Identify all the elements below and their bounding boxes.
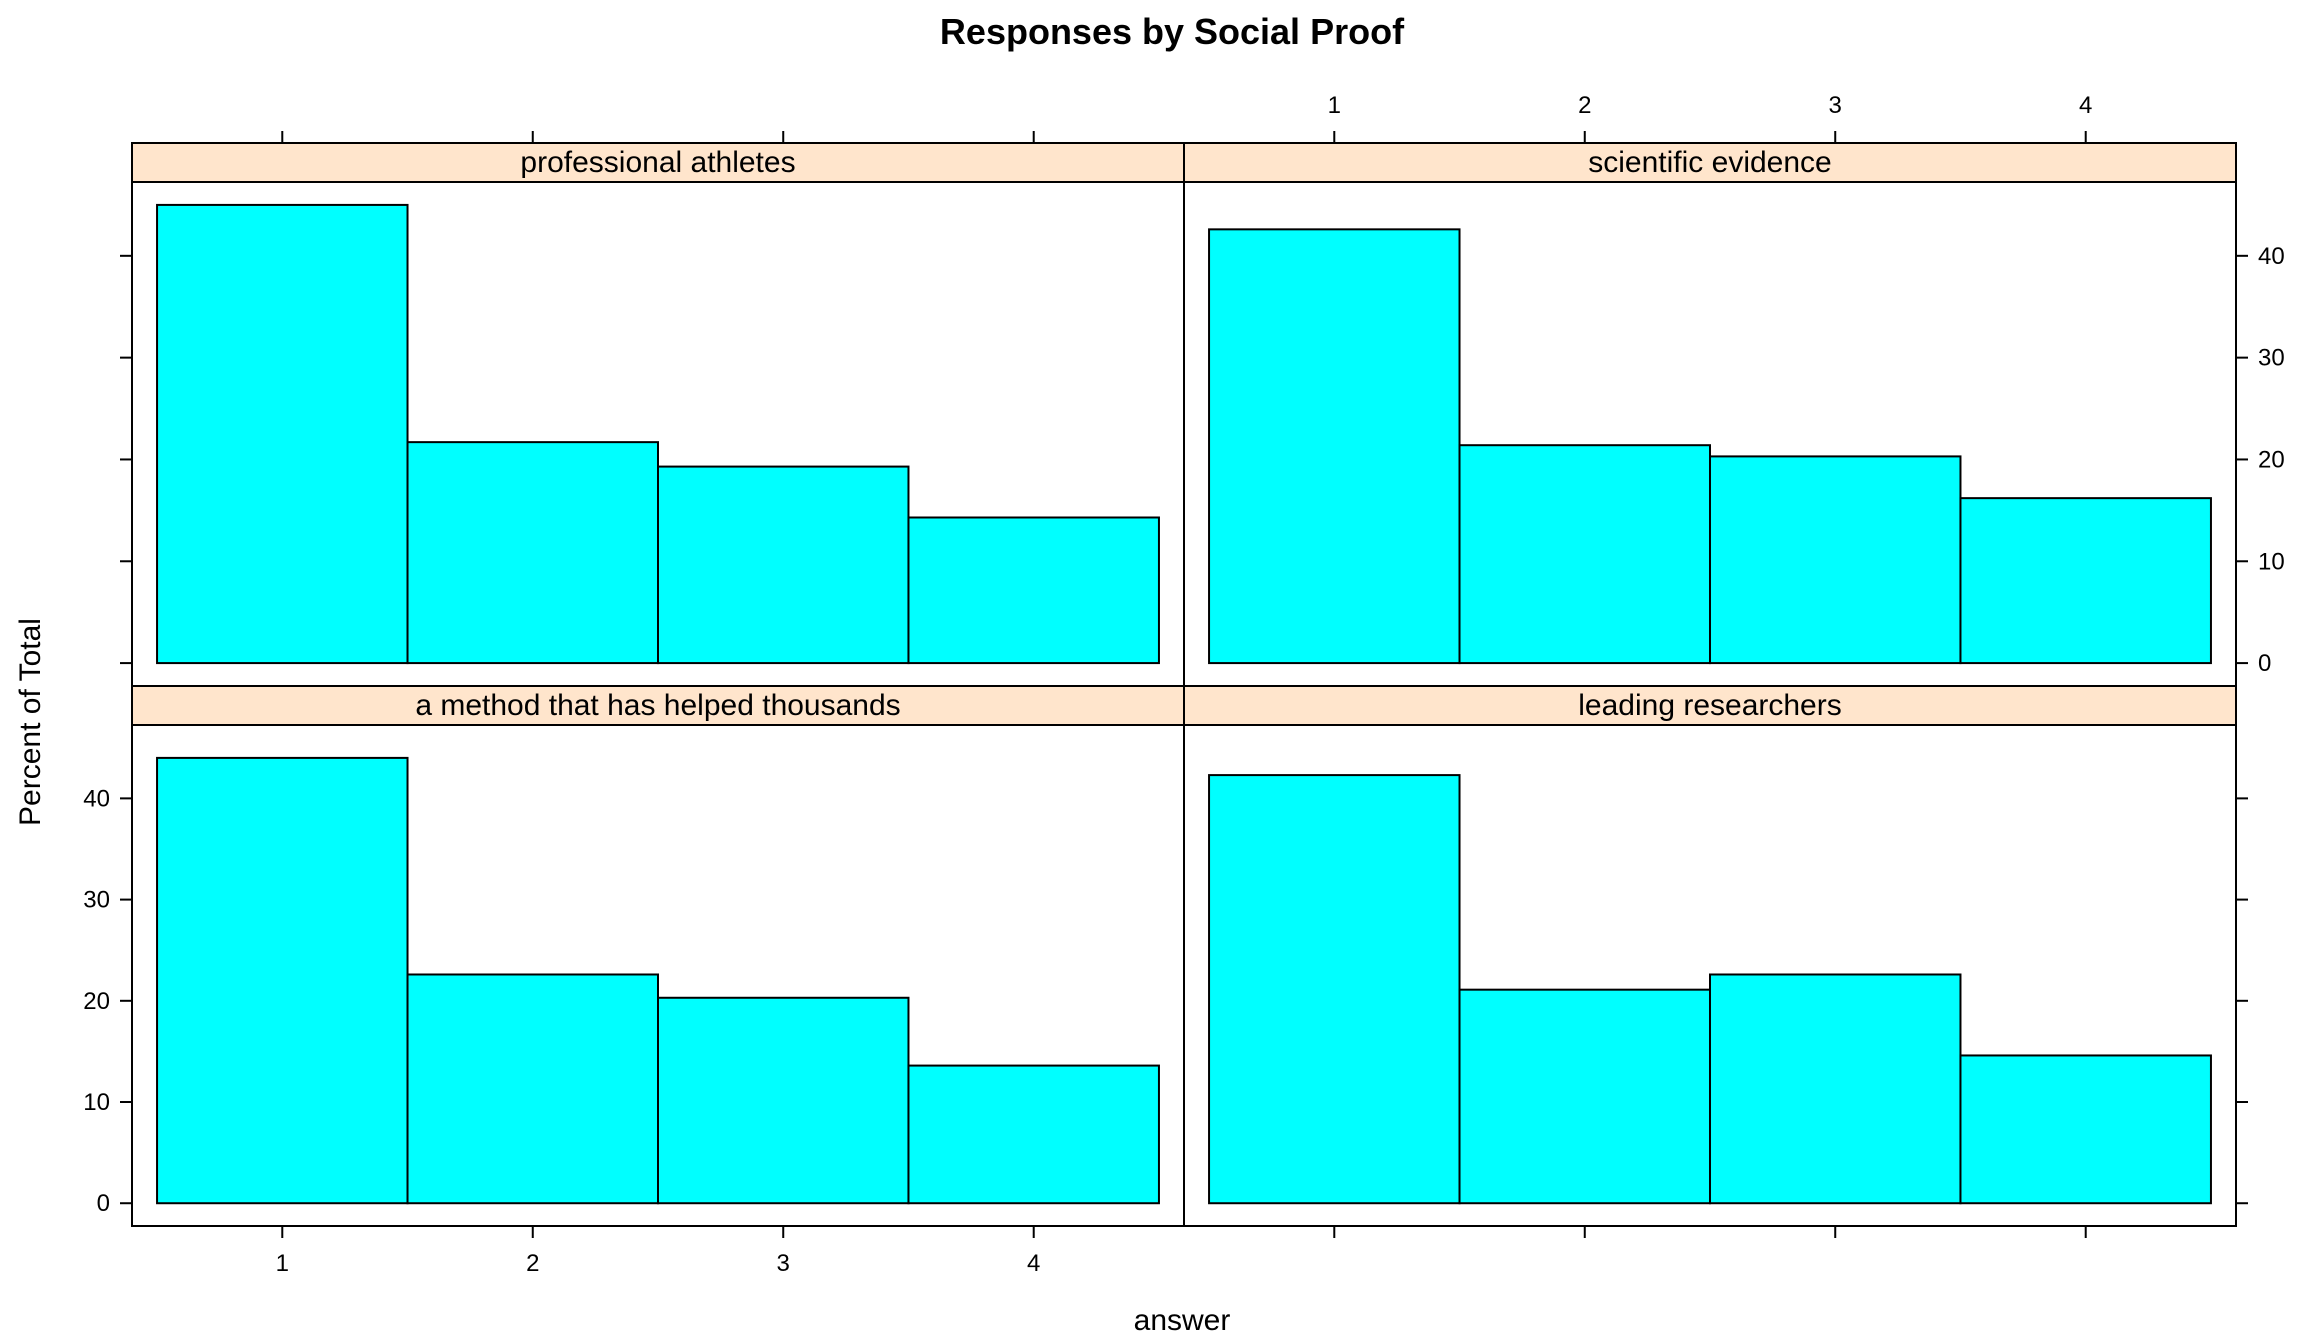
x-tick-label: 4 <box>1027 1250 1040 1277</box>
bar <box>1208 774 1461 1205</box>
bar <box>1458 444 1711 665</box>
x-tick-label: 3 <box>777 1250 790 1277</box>
bar <box>907 1064 1160 1205</box>
x-axis-label: answer <box>1134 1304 1231 1337</box>
x-tick-label: 1 <box>1328 92 1341 119</box>
panels-group: professional athletes scientific evidence… <box>83 92 2284 1277</box>
panel-strip <box>131 142 1185 183</box>
panel-strip-label: professional athletes <box>520 146 795 179</box>
panel-strip-label: leading researchers <box>1578 689 1841 722</box>
panel-frame <box>1183 724 2237 1227</box>
y-tick-label: 0 <box>2258 650 2271 677</box>
bar <box>156 756 409 1205</box>
y-tick-label: 0 <box>97 1190 110 1217</box>
bar <box>406 973 659 1205</box>
bar <box>907 516 1160 665</box>
bar <box>1959 1054 2212 1205</box>
x-tick-label: 2 <box>1578 92 1591 119</box>
panel-strip-label: scientific evidence <box>1588 146 1831 179</box>
bar <box>1458 988 1711 1205</box>
bar <box>1208 228 1461 665</box>
x-tick-label: 3 <box>1829 92 1842 119</box>
y-tick-label: 30 <box>2258 345 2285 372</box>
y-axis-label: Percent of Total <box>14 618 47 826</box>
panel-strip-label: a method that has helped thousands <box>415 689 900 722</box>
bar <box>657 465 910 665</box>
chart-title: Responses by Social Proof <box>940 11 1405 52</box>
y-tick-label: 20 <box>2258 446 2285 473</box>
y-tick-label: 10 <box>2258 548 2285 575</box>
panel-strip <box>1183 142 2237 183</box>
y-tick-label: 30 <box>83 887 110 914</box>
y-tick-label: 40 <box>2258 243 2285 270</box>
y-tick-label: 10 <box>83 1089 110 1116</box>
bar <box>406 441 659 665</box>
x-tick-label: 4 <box>2079 92 2092 119</box>
bar <box>1709 455 1962 665</box>
bar <box>1709 973 1962 1205</box>
y-tick-label: 40 <box>83 785 110 812</box>
bar <box>156 203 409 665</box>
x-tick-label: 2 <box>526 1250 539 1277</box>
bar <box>657 996 910 1205</box>
x-tick-label: 1 <box>276 1250 289 1277</box>
panel-strip <box>1183 685 2237 726</box>
bar <box>1959 497 2212 665</box>
y-tick-label: 20 <box>83 988 110 1015</box>
